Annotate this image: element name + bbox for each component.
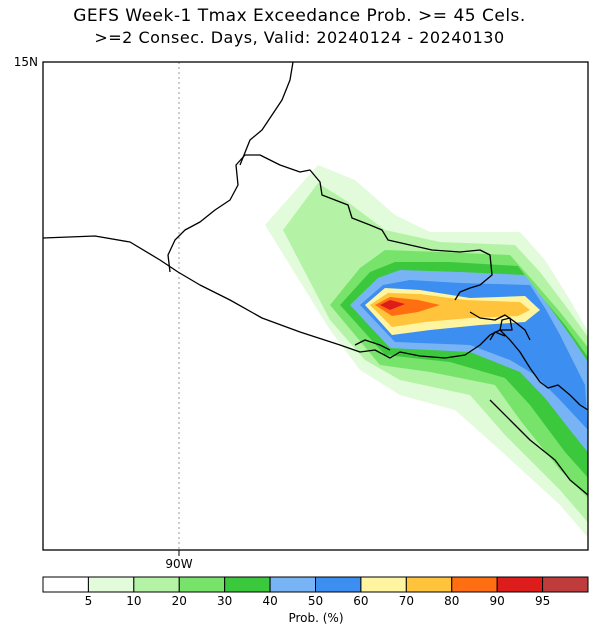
colorbar-swatch [496,576,544,593]
map-title-line-1: GEFS Week-1 Tmax Exceedance Prob. >= 45 … [73,6,526,26]
lat-label-15n: 15N [14,55,38,69]
colorbar-swatch [315,576,362,593]
colorbar-tick-label: 60 [353,594,368,608]
colorbar-tick-label: 80 [444,594,459,608]
colorbar-swatch [360,576,407,593]
colorbar-tick-label: 20 [172,594,187,608]
colorbar-swatch [133,576,180,593]
map-title-line-2: >=2 Consec. Days, Valid: 20240124 - 2024… [94,28,505,47]
colorbar-tick-label: 5 [85,594,93,608]
lon-label-90w: 90W [165,557,192,571]
colorbar-tick-label: 30 [217,594,232,608]
colorbar-label: Prob. (%) [288,611,343,625]
colorbar-tick-label: 90 [490,594,505,608]
probability-contours [265,165,588,538]
contour-90pct [380,300,405,310]
colorbar-tick-label: 10 [126,594,141,608]
colorbar-tick-label: 70 [399,594,414,608]
colorbar-swatch [42,576,89,593]
map-frame-border [42,61,589,551]
colorbar-swatch [178,576,226,593]
colorbar-swatch [451,576,498,593]
colorbar-swatch [542,576,589,593]
colorbar-swatch [224,576,271,593]
colorbar-swatch [269,576,317,593]
colorbar-swatch [87,576,135,593]
colorbar-tick-label: 50 [308,594,323,608]
coastline-and-borders [43,62,588,496]
colorbar-tick-label: 40 [262,594,277,608]
colorbar-tick-label: 95 [535,594,550,608]
colorbar-swatch [405,576,453,593]
